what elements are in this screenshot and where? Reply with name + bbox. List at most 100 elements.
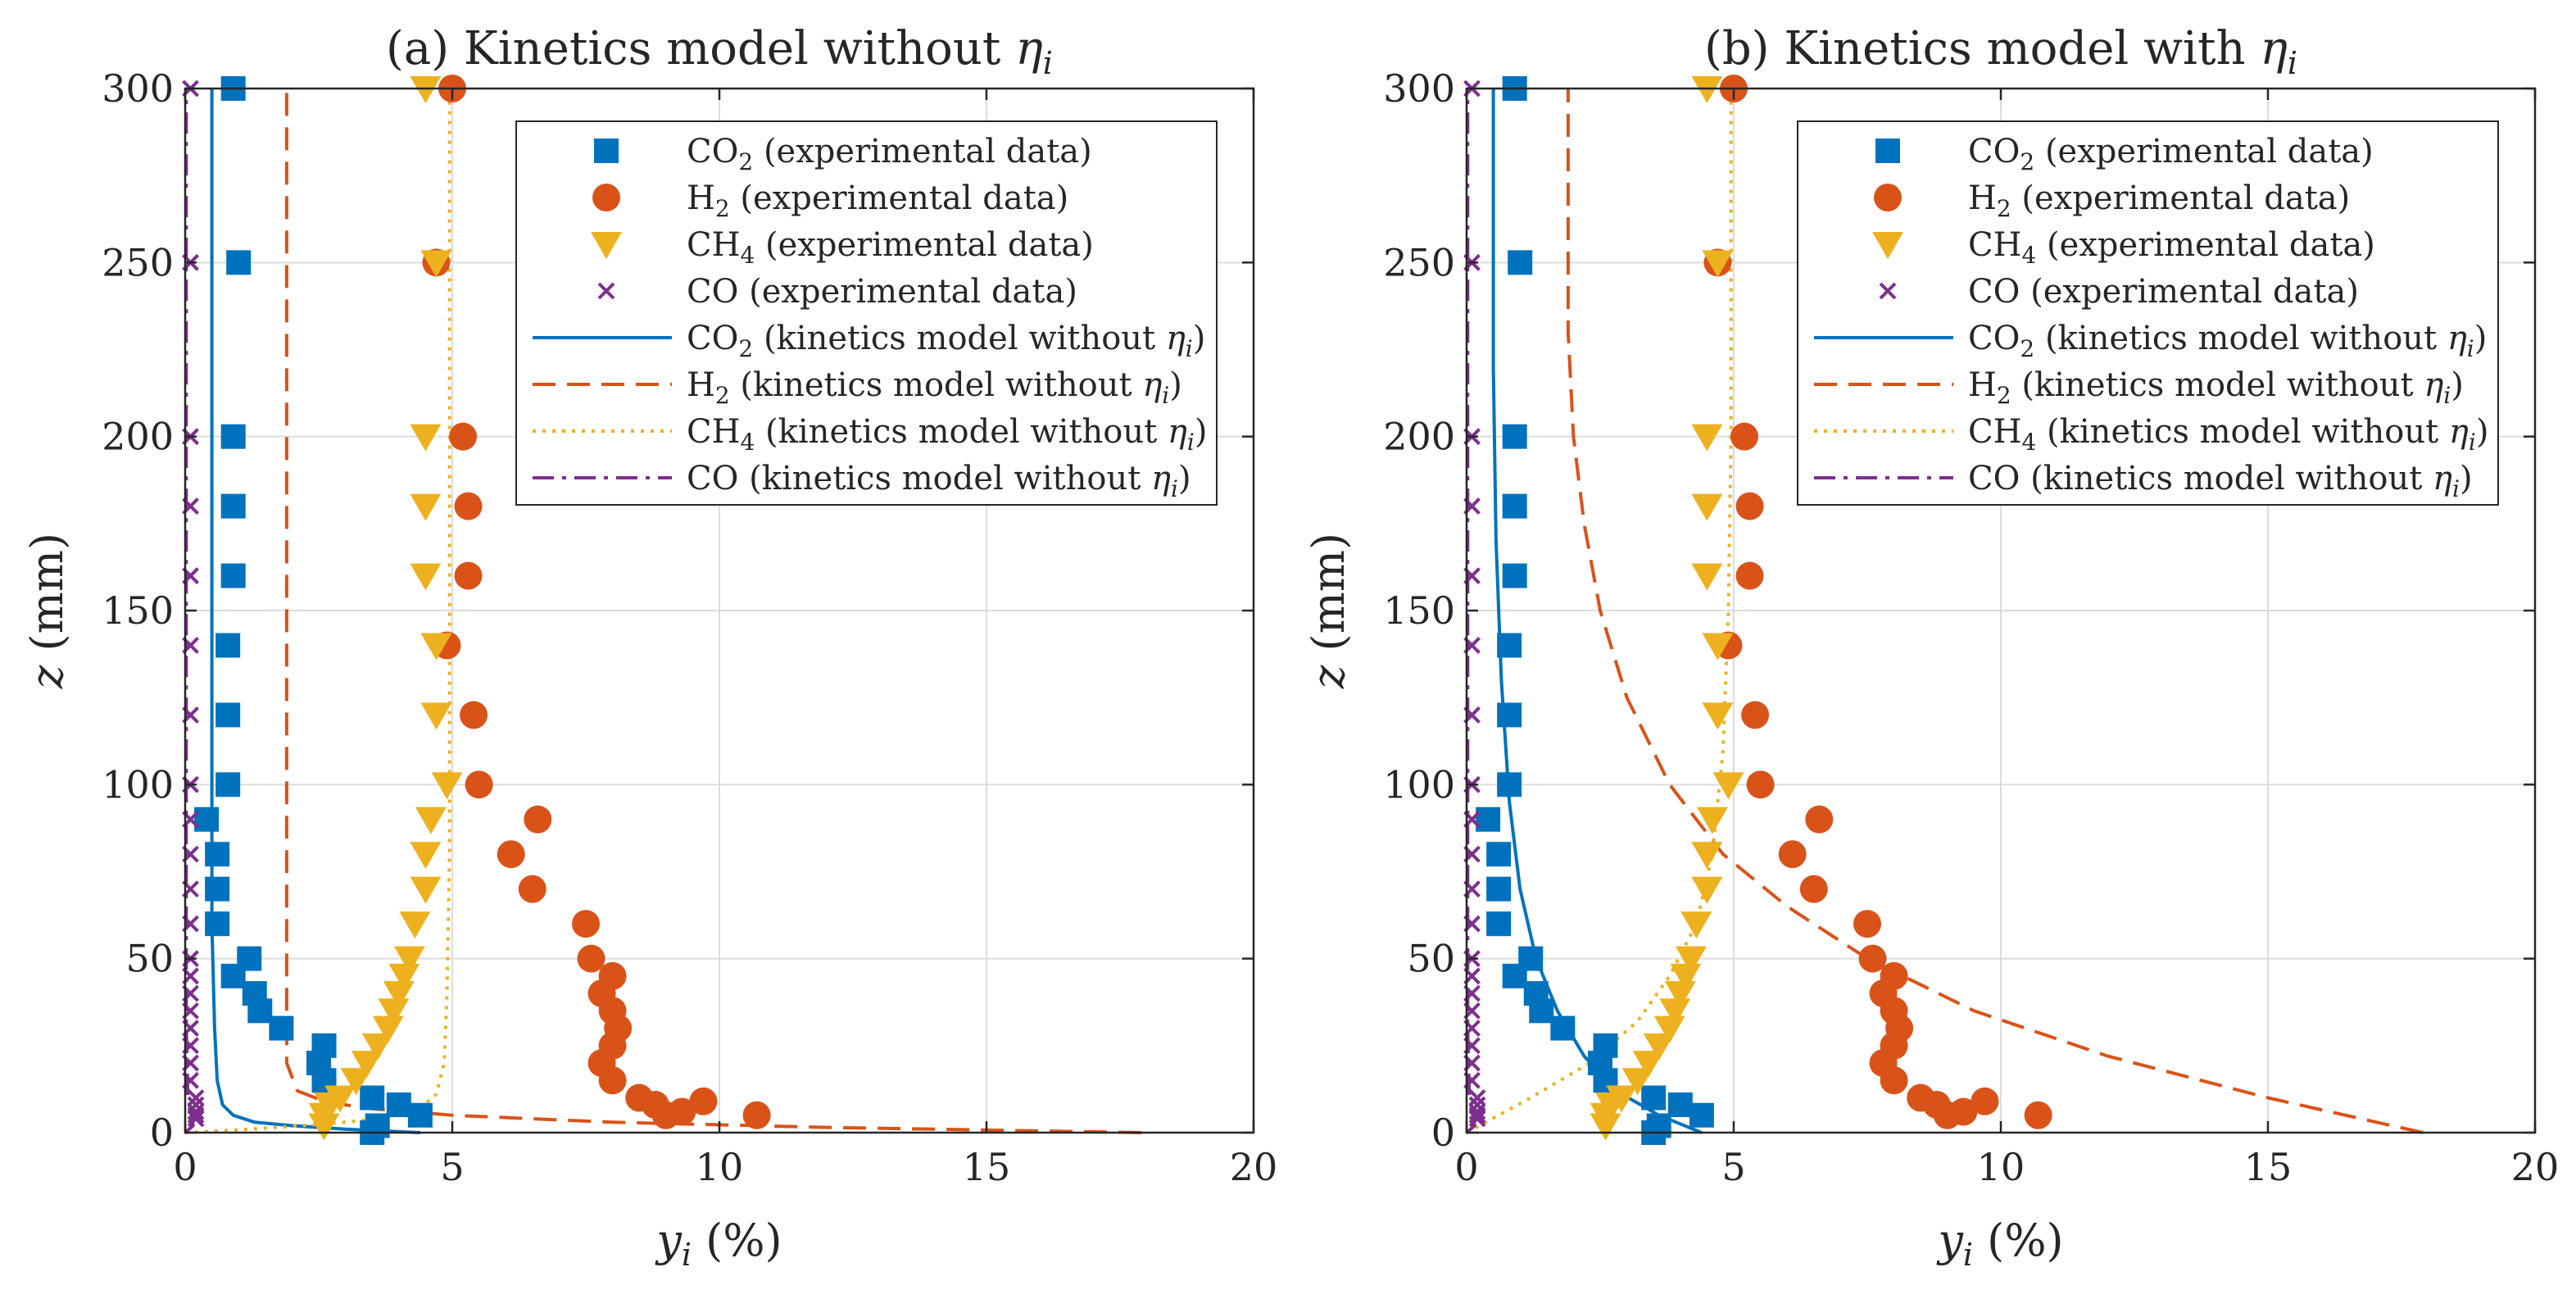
legend-marker xyxy=(592,184,620,211)
point-co2 xyxy=(1689,1102,1714,1128)
legend-species: H xyxy=(1968,179,1997,217)
legend-label: CH4 (experimental data) xyxy=(687,226,1094,269)
legend-marker xyxy=(1874,184,1902,211)
point-ch4 xyxy=(1696,806,1728,834)
model-line-h2 xyxy=(1566,89,2424,1134)
point-ch4 xyxy=(383,981,415,1009)
x-tick-label: 5 xyxy=(1721,1145,1745,1189)
point-co2 xyxy=(226,250,252,275)
point-ch4 xyxy=(1702,702,1734,730)
point-ch4 xyxy=(1691,842,1723,870)
title-eta: η xyxy=(2260,22,2288,75)
point-ch4 xyxy=(410,842,442,870)
y-label-var: z xyxy=(1303,665,1354,689)
point-ch4 xyxy=(1691,76,1723,103)
legend-item: CH4 (experimental data) xyxy=(1872,226,2375,269)
legend-item: CO (experimental data) xyxy=(597,273,1077,311)
legend-eta-sub: i xyxy=(1186,335,1193,362)
x-label-sub: i xyxy=(1963,1237,1973,1273)
point-ch4 xyxy=(1675,946,1707,974)
point-h2 xyxy=(460,701,488,729)
legend-box xyxy=(515,120,1218,506)
point-h2 xyxy=(577,944,605,973)
legend-species-sub: 2 xyxy=(715,195,730,222)
point-h2 xyxy=(1778,840,1807,869)
legend-species: CH xyxy=(1968,226,2022,264)
legend-species: CO xyxy=(1968,273,2020,311)
legend-item: CO (kinetics model without ηi) xyxy=(533,460,1191,502)
point-co2 xyxy=(1486,876,1512,902)
y-label-unit: (mm) xyxy=(21,533,73,665)
legend-label: CH4 (experimental data) xyxy=(1968,226,2375,269)
legend-species: CO xyxy=(1968,320,2020,357)
legend-item: H2 (kinetics model without ηi) xyxy=(1814,366,2464,409)
point-co2 xyxy=(360,1085,385,1111)
x-label-unit: (%) xyxy=(692,1215,782,1266)
point-co2 xyxy=(1502,963,1527,988)
legend-text: (kinetics model without xyxy=(753,320,1166,357)
legend-item: CH4 (kinetics model without ηi) xyxy=(533,413,1207,456)
point-h2 xyxy=(651,1101,680,1129)
legend-item: CO (kinetics model without ηi) xyxy=(1814,460,2473,502)
legend-eta-sub: i xyxy=(1162,382,1169,409)
point-co2 xyxy=(1497,772,1522,797)
legend-species: CO xyxy=(1968,133,2020,170)
y-label-unit: (mm) xyxy=(1303,533,1354,665)
point-ch4 xyxy=(1664,981,1696,1009)
point-co xyxy=(1468,1089,1486,1106)
legend-marker xyxy=(1872,232,1903,259)
legend-item: CO2 (experimental data) xyxy=(594,133,1092,175)
legend-marker xyxy=(597,282,615,300)
legend-eta-sub: i xyxy=(1171,475,1178,502)
legend-close: ) xyxy=(1193,320,1206,357)
point-co2 xyxy=(1502,424,1527,449)
point-h2 xyxy=(1880,1066,1908,1095)
legend-marker xyxy=(1875,139,1900,163)
y-tick-label: 100 xyxy=(1383,762,1455,806)
legend-species: CH xyxy=(1968,413,2022,451)
legend-label: CO (experimental data) xyxy=(1968,273,2359,311)
point-co2 xyxy=(269,1015,294,1041)
legend-text: (kinetics model without xyxy=(2036,413,2449,451)
model-line-ch4 xyxy=(184,89,451,1134)
point-co2 xyxy=(1502,563,1527,588)
legend-species-sub: 2 xyxy=(1997,382,2011,409)
point-co2 xyxy=(220,563,246,588)
point-co2 xyxy=(215,772,241,797)
legend-marker xyxy=(591,232,622,259)
point-h2 xyxy=(524,805,552,833)
point-h2 xyxy=(518,874,546,903)
y-tick-label: 50 xyxy=(125,937,174,981)
point-ch4 xyxy=(372,1015,404,1043)
point-ch4 xyxy=(410,424,442,452)
legend-label: CO (kinetics model without ηi) xyxy=(1968,460,2473,502)
x-tick-label: 20 xyxy=(2511,1145,2560,1189)
y-tick-label: 300 xyxy=(1383,66,1455,111)
point-co xyxy=(1468,1106,1486,1124)
legend-eta: η xyxy=(2433,460,2452,497)
legend-species: CO xyxy=(1968,460,2020,497)
legend-text: (kinetics model without xyxy=(2020,460,2433,497)
point-ch4 xyxy=(431,772,463,800)
legend-label: CO (experimental data) xyxy=(687,273,1077,311)
point-h2 xyxy=(1933,1101,1961,1129)
point-co xyxy=(187,1110,205,1128)
point-co2 xyxy=(215,702,241,728)
point-co2 xyxy=(220,963,246,988)
point-ch4 xyxy=(1590,1113,1621,1141)
x-label-unit: (%) xyxy=(1973,1215,2064,1266)
point-co2 xyxy=(220,424,246,449)
point-ch4 xyxy=(1670,963,1702,991)
point-h2 xyxy=(1805,805,1834,833)
legend-species-sub: 2 xyxy=(2020,148,2034,175)
legend-text: (experimental data) xyxy=(738,273,1077,311)
point-ch4 xyxy=(1691,424,1723,452)
legend-eta: η xyxy=(1151,460,1171,497)
legend-text: (experimental data) xyxy=(2011,179,2351,217)
point-ch4 xyxy=(340,1068,372,1096)
legend-species-sub: 2 xyxy=(738,335,753,362)
legend-species: CO xyxy=(687,133,738,170)
x-label-var: y xyxy=(1936,1215,1964,1266)
